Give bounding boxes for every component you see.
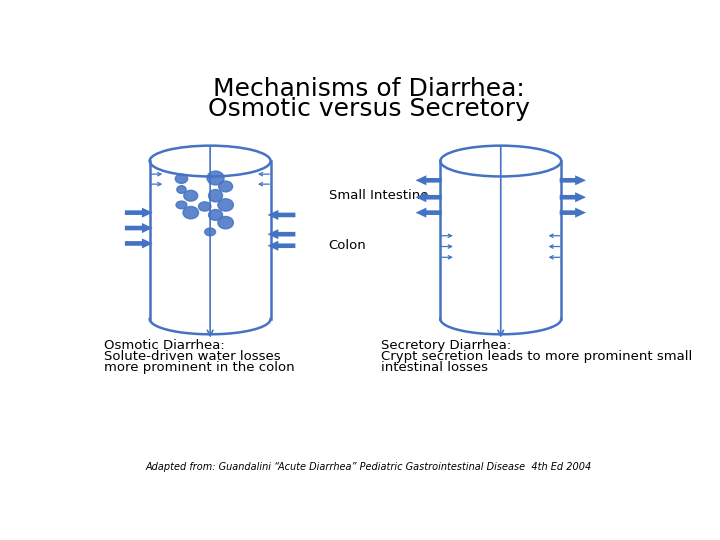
Text: Osmotic versus Secretory: Osmotic versus Secretory bbox=[208, 97, 530, 120]
FancyArrow shape bbox=[559, 208, 586, 218]
FancyArrow shape bbox=[415, 176, 442, 185]
Ellipse shape bbox=[183, 206, 199, 219]
Text: Adapted from: Guandalini “Acute Diarrhea” Pediatric Gastrointestinal Disease  4t: Adapted from: Guandalini “Acute Diarrhea… bbox=[146, 462, 592, 472]
Text: Crypt secretion leads to more prominent small: Crypt secretion leads to more prominent … bbox=[381, 350, 692, 363]
FancyArrow shape bbox=[267, 210, 295, 220]
FancyArrow shape bbox=[267, 229, 295, 239]
Text: Solute-driven water losses: Solute-driven water losses bbox=[104, 350, 281, 363]
Text: Small Intestine: Small Intestine bbox=[329, 189, 428, 202]
FancyArrow shape bbox=[125, 239, 153, 248]
Ellipse shape bbox=[209, 190, 222, 202]
Ellipse shape bbox=[218, 199, 233, 211]
Ellipse shape bbox=[176, 201, 187, 209]
Ellipse shape bbox=[204, 228, 215, 236]
FancyArrow shape bbox=[559, 192, 586, 202]
Ellipse shape bbox=[218, 217, 233, 229]
Text: intestinal losses: intestinal losses bbox=[381, 361, 487, 374]
Ellipse shape bbox=[209, 210, 222, 220]
FancyArrow shape bbox=[415, 192, 442, 202]
Text: Osmotic Diarrhea:: Osmotic Diarrhea: bbox=[104, 339, 225, 353]
Ellipse shape bbox=[184, 190, 198, 201]
Text: Mechanisms of Diarrhea:: Mechanisms of Diarrhea: bbox=[213, 77, 525, 102]
Text: Secretory Diarrhea:: Secretory Diarrhea: bbox=[381, 339, 511, 353]
Text: more prominent in the colon: more prominent in the colon bbox=[104, 361, 294, 374]
Ellipse shape bbox=[175, 174, 188, 184]
FancyArrow shape bbox=[415, 208, 442, 218]
FancyArrow shape bbox=[125, 208, 153, 218]
FancyArrow shape bbox=[559, 176, 586, 185]
Ellipse shape bbox=[207, 171, 224, 185]
Ellipse shape bbox=[199, 202, 211, 211]
Ellipse shape bbox=[177, 186, 186, 193]
Text: Colon: Colon bbox=[329, 239, 366, 252]
FancyArrow shape bbox=[267, 241, 295, 251]
FancyArrow shape bbox=[125, 223, 153, 233]
Ellipse shape bbox=[219, 181, 233, 192]
